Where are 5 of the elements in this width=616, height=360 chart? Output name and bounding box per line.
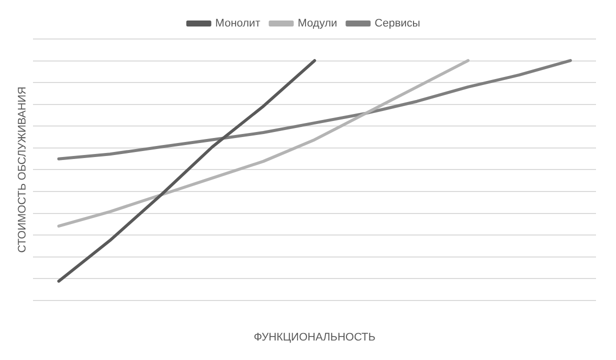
x-axis-title: ФУНКЦИОНАЛЬНОСТЬ — [254, 331, 376, 344]
y-axis-title: СТОИМОСТЬ ОБСЛУЖИВАНИЯ — [16, 86, 29, 253]
legend-label: Сервисы — [374, 18, 420, 30]
legend-label: Монолит — [215, 18, 260, 30]
legend-label: Модули — [298, 18, 338, 30]
